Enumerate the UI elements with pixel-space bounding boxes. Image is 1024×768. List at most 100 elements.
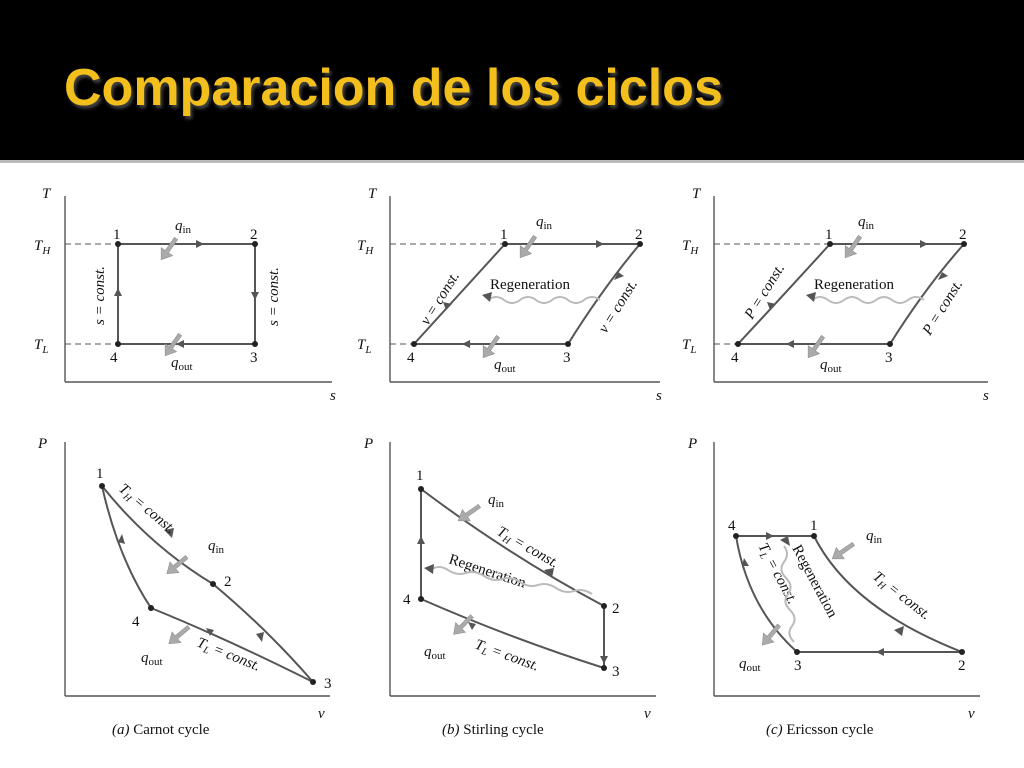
point-label: 4 bbox=[407, 350, 415, 366]
state-point bbox=[252, 341, 258, 347]
isotherm-label: TH = const. bbox=[868, 569, 933, 625]
process-4-1 bbox=[737, 243, 831, 345]
point-label: 1 bbox=[96, 466, 104, 482]
isotherm-label: TH = const. bbox=[493, 524, 561, 574]
process-arrowhead bbox=[443, 302, 452, 310]
point-label: 4 bbox=[728, 518, 736, 534]
process-2-3 bbox=[567, 243, 641, 345]
process-2-3 bbox=[889, 243, 965, 345]
qout-label: qout bbox=[424, 644, 446, 662]
regeneration-label: Regeneration bbox=[490, 277, 570, 293]
point-label: 4 bbox=[403, 592, 411, 608]
axis-label-s: s bbox=[983, 388, 989, 404]
axis-label-v: v bbox=[318, 706, 325, 722]
cycle-comparison-figure: T s TH TL 1 2 3 4 qin qout s = const. s … bbox=[34, 186, 989, 738]
state-point bbox=[827, 241, 833, 247]
process-arrowhead bbox=[417, 536, 425, 544]
point-label: 2 bbox=[612, 601, 620, 617]
ericsson-ts-diagram: T s TH TL 1 2 3 4 qin qout Regeneration … bbox=[682, 186, 989, 404]
process-label: s = const. bbox=[266, 267, 282, 326]
point-label: 2 bbox=[958, 658, 966, 674]
regeneration-wave bbox=[811, 296, 925, 304]
process-1-2 bbox=[420, 488, 605, 607]
process-arrowhead bbox=[462, 340, 470, 348]
axis-label-s: s bbox=[330, 388, 336, 404]
state-point bbox=[811, 533, 817, 539]
state-point bbox=[601, 665, 607, 671]
qin-label: qin bbox=[208, 538, 225, 556]
state-point bbox=[310, 679, 316, 685]
qin-label: qin bbox=[858, 214, 875, 232]
process-arrowhead bbox=[767, 302, 776, 310]
point-label: 4 bbox=[110, 350, 118, 366]
state-point bbox=[959, 649, 965, 655]
regeneration-label: Regeneration bbox=[447, 552, 528, 592]
qout-label: qout bbox=[820, 357, 842, 375]
qout-label: qout bbox=[494, 357, 516, 375]
state-point bbox=[637, 241, 643, 247]
process-arrowhead bbox=[196, 240, 204, 248]
state-point bbox=[411, 341, 417, 347]
title-bar: Comparacion de los ciclos bbox=[0, 0, 1024, 160]
qout-label: qout bbox=[739, 656, 761, 674]
regeneration-label: Regeneration bbox=[814, 277, 894, 293]
tl-label: TL bbox=[34, 337, 48, 356]
axis-label-s: s bbox=[656, 388, 662, 404]
process-3-4 bbox=[150, 607, 314, 683]
process-1-2 bbox=[813, 535, 963, 653]
state-point bbox=[418, 486, 424, 492]
point-label: 2 bbox=[959, 227, 967, 243]
state-point bbox=[502, 241, 508, 247]
tl-label: TL bbox=[682, 337, 696, 356]
axis-label-p: P bbox=[687, 436, 697, 452]
state-point bbox=[887, 341, 893, 347]
point-label: 2 bbox=[635, 227, 643, 243]
process-arrowhead bbox=[938, 272, 948, 280]
regeneration-arrow-icon bbox=[780, 536, 790, 546]
state-point bbox=[99, 483, 105, 489]
process-arrowhead bbox=[118, 534, 125, 544]
process-arrowhead bbox=[614, 272, 624, 280]
state-point bbox=[565, 341, 571, 347]
regeneration-wave bbox=[487, 296, 601, 304]
process-4-1 bbox=[101, 485, 152, 609]
process-1-2 bbox=[101, 485, 214, 585]
axis-label-v: v bbox=[644, 706, 651, 722]
process-arrowhead bbox=[920, 240, 928, 248]
regeneration-wave bbox=[429, 566, 593, 595]
point-label: 3 bbox=[563, 350, 571, 366]
process-label: v = const. bbox=[596, 277, 641, 336]
axis-label-v: v bbox=[968, 706, 975, 722]
state-point bbox=[252, 241, 258, 247]
qout-label: qout bbox=[171, 355, 193, 373]
process-arrowhead bbox=[600, 656, 608, 664]
stirling-pv-diagram: P v 1 2 3 4 TH = const. TL = const. qin … bbox=[363, 436, 656, 738]
point-label: 1 bbox=[500, 227, 508, 243]
process-arrowhead bbox=[176, 340, 184, 348]
state-point bbox=[601, 603, 607, 609]
point-label: 2 bbox=[250, 227, 258, 243]
header-divider bbox=[0, 160, 1024, 163]
carnot-ts-diagram: T s TH TL 1 2 3 4 qin qout s = const. s … bbox=[34, 186, 336, 404]
process-4-1 bbox=[413, 243, 506, 345]
regeneration-wave bbox=[780, 545, 796, 643]
process-arrowhead bbox=[256, 632, 264, 642]
process-arrowhead bbox=[876, 648, 884, 656]
th-label: TH bbox=[357, 238, 374, 257]
axis-label-t: T bbox=[368, 186, 378, 202]
heat-out-arrow-icon bbox=[164, 621, 194, 650]
qin-label: qin bbox=[488, 492, 505, 510]
process-label: P = const. bbox=[919, 277, 966, 339]
process-3-4 bbox=[735, 535, 798, 653]
process-3-4 bbox=[420, 598, 605, 669]
th-label: TH bbox=[682, 238, 699, 257]
qin-label: qin bbox=[175, 218, 192, 236]
point-label: 4 bbox=[731, 350, 739, 366]
qin-label: qin bbox=[866, 528, 883, 546]
axis-label-p: P bbox=[37, 436, 47, 452]
regeneration-arrow-icon bbox=[424, 564, 434, 574]
state-point bbox=[418, 596, 424, 602]
process-2-3 bbox=[212, 583, 314, 683]
point-label: 3 bbox=[250, 350, 258, 366]
process-arrowhead bbox=[468, 622, 476, 630]
